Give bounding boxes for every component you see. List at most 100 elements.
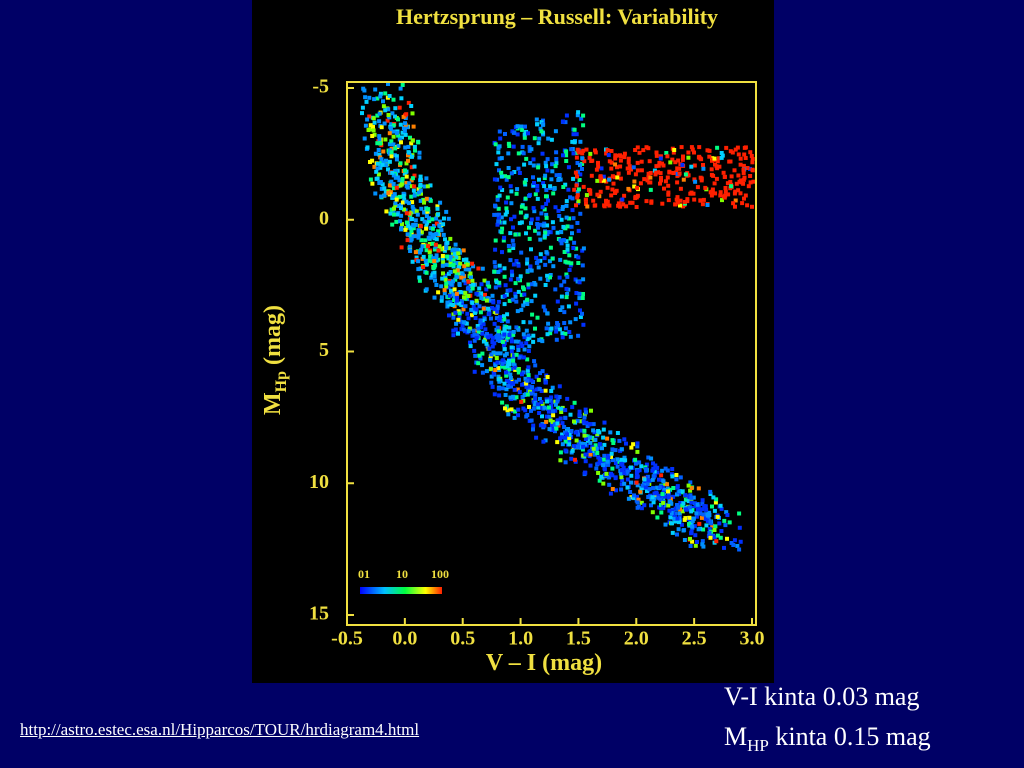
density-cell <box>561 119 565 124</box>
density-cell <box>498 185 503 190</box>
density-cell <box>581 292 585 296</box>
density-cell <box>539 120 544 125</box>
density-cell <box>368 160 372 164</box>
density-cell <box>540 205 545 210</box>
density-cell <box>399 182 404 187</box>
density-cell <box>555 405 560 410</box>
density-cell <box>602 467 607 472</box>
density-cell <box>549 403 554 408</box>
density-cell <box>516 166 521 171</box>
density-cell <box>610 487 615 491</box>
density-cell <box>457 283 462 287</box>
density-cell <box>469 307 474 312</box>
density-cell <box>492 212 497 217</box>
density-cell <box>610 447 615 452</box>
density-cell <box>556 423 561 428</box>
density-cell <box>406 144 411 149</box>
density-cell <box>413 218 418 223</box>
density-cell <box>412 234 417 239</box>
density-cell <box>557 384 562 389</box>
density-cell <box>678 186 683 191</box>
density-cell <box>598 189 603 194</box>
density-cell <box>559 406 564 411</box>
density-cell <box>480 318 485 323</box>
density-cell <box>651 466 656 471</box>
density-cell <box>508 376 513 380</box>
density-cell <box>532 359 537 364</box>
density-cell <box>533 282 538 287</box>
density-cell <box>387 142 392 147</box>
chart-title: Hertzsprung – Russell: Variability <box>396 4 718 29</box>
density-cell <box>367 114 372 119</box>
density-cell <box>438 200 443 205</box>
density-cell <box>381 160 386 165</box>
density-cell <box>542 423 547 428</box>
density-cell <box>490 335 495 340</box>
density-cell <box>520 344 525 348</box>
density-cell <box>573 444 578 449</box>
density-cell <box>613 448 618 453</box>
density-cell <box>502 235 507 240</box>
density-cell <box>575 161 580 165</box>
density-cell <box>576 432 581 437</box>
density-cell <box>521 332 526 337</box>
density-cell <box>456 309 461 314</box>
density-cell <box>579 116 584 121</box>
density-cell <box>480 363 485 368</box>
density-cell <box>522 335 527 340</box>
density-cell <box>428 183 433 188</box>
density-cell <box>444 209 449 214</box>
density-cell <box>689 164 694 169</box>
density-cell <box>494 356 499 360</box>
density-cell <box>393 201 398 206</box>
density-cell <box>406 150 411 155</box>
density-cell <box>620 197 625 202</box>
density-cell <box>479 296 484 300</box>
density-cell <box>454 274 459 279</box>
density-cell <box>610 466 615 471</box>
density-cell <box>530 312 535 317</box>
density-cell <box>606 153 611 158</box>
density-cell <box>639 500 644 505</box>
density-cell <box>659 178 663 183</box>
source-link[interactable]: http://astro.estec.esa.nl/Hipparcos/TOUR… <box>20 720 420 739</box>
density-cell <box>451 279 455 284</box>
density-cell <box>417 250 422 255</box>
density-cell <box>553 408 558 413</box>
density-cell <box>410 200 415 205</box>
density-cell <box>725 536 729 541</box>
density-cell <box>710 523 715 528</box>
density-cell <box>486 306 490 311</box>
density-cell <box>453 261 458 266</box>
density-cell <box>460 309 464 314</box>
density-cell <box>513 294 518 299</box>
density-cell <box>737 547 742 552</box>
density-cell <box>602 442 607 447</box>
density-cell <box>432 247 437 252</box>
density-cell <box>660 492 665 497</box>
density-cell <box>548 245 553 250</box>
density-cell <box>659 175 663 180</box>
density-cell <box>371 116 376 121</box>
density-cell <box>609 451 614 456</box>
density-cell <box>527 145 532 150</box>
density-cell <box>512 387 517 392</box>
colorbar-label: 01 <box>358 567 370 581</box>
density-cell <box>675 503 679 507</box>
density-cell <box>483 327 488 332</box>
density-cell <box>478 319 483 324</box>
density-cell <box>440 256 445 261</box>
density-cell <box>472 348 477 353</box>
density-cell <box>373 87 378 92</box>
density-cell <box>710 187 715 192</box>
density-cell <box>419 247 424 252</box>
density-cell <box>525 378 530 383</box>
density-cell <box>678 475 683 480</box>
density-cell <box>403 227 408 232</box>
density-cell <box>455 268 460 273</box>
density-cell <box>529 268 534 273</box>
density-cell <box>626 496 631 501</box>
density-cell <box>655 470 660 475</box>
density-cell <box>399 227 403 232</box>
density-cell <box>577 150 582 155</box>
